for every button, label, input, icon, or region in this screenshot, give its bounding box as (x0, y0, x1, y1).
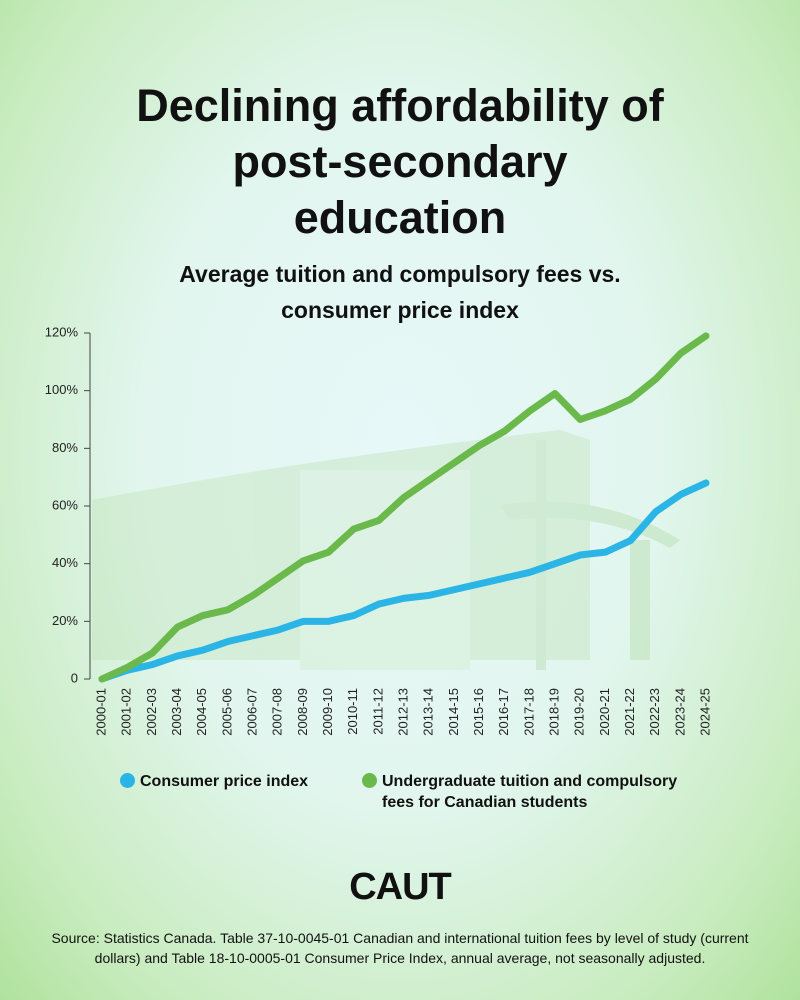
x-tick-label: 2006-07 (244, 688, 259, 736)
legend-item: Undergraduate tuition and compulsory fee… (362, 771, 712, 813)
x-tick-label: 2005-06 (219, 688, 234, 736)
x-tick-label: 2018-19 (546, 688, 561, 736)
y-tick-label: 100% (45, 382, 79, 397)
legend-label: Consumer price index (140, 773, 309, 790)
y-tick-label: 40% (52, 555, 78, 570)
y-tick-label: 120% (45, 324, 79, 339)
legend-swatch (362, 773, 377, 788)
x-tick-label: 2000-01 (93, 688, 108, 736)
legend-swatch (120, 773, 135, 788)
x-tick-label: 2017-18 (521, 688, 536, 736)
y-tick-label: 80% (52, 440, 78, 455)
x-tick-label: 2009-10 (320, 688, 335, 736)
chart-title: Declining affordability of post-secondar… (136, 80, 664, 243)
x-tick-label: 2003-04 (169, 688, 184, 736)
x-tick-label: 2024-25 (697, 688, 712, 736)
x-tick-label: 2023-24 (672, 688, 687, 736)
x-tick-label: 2002-03 (144, 688, 159, 736)
x-tick-label: 2014-15 (446, 688, 461, 736)
legend-label: Undergraduate tuition and compulsory fee… (382, 773, 678, 811)
x-tick-label: 2008-09 (295, 688, 310, 736)
x-tick-label: 2013-14 (421, 688, 436, 736)
legend-item: Consumer price index (120, 771, 340, 792)
x-tick-label: 2020-21 (597, 688, 612, 736)
x-tick-label: 2012-13 (395, 688, 410, 736)
series-line (98, 332, 710, 683)
y-tick-label: 60% (52, 497, 78, 512)
y-tick-label: 0 (71, 670, 78, 685)
series-line (98, 479, 710, 683)
x-tick-label: 2021-22 (622, 688, 637, 736)
x-tick-label: 2022-23 (647, 688, 662, 736)
x-tick-label: 2019-20 (572, 688, 587, 736)
x-tick-label: 2011-12 (370, 688, 385, 735)
y-tick-label: 20% (52, 613, 78, 628)
x-tick-label: 2016-17 (496, 688, 511, 736)
x-tick-label: 2004-05 (194, 688, 209, 736)
x-tick-label: 2007-08 (270, 688, 285, 736)
logo: CAUT (349, 866, 452, 908)
building-backdrop (92, 430, 680, 670)
x-tick-label: 2001-02 (119, 688, 134, 736)
x-tick-label: 2010-11 (345, 688, 360, 735)
source-note: Source: Statistics Canada. Table 37-10-0… (51, 930, 749, 966)
x-tick-label: 2015-16 (471, 688, 486, 736)
chart-subtitle: Average tuition and compulsory fees vs. … (179, 261, 621, 323)
